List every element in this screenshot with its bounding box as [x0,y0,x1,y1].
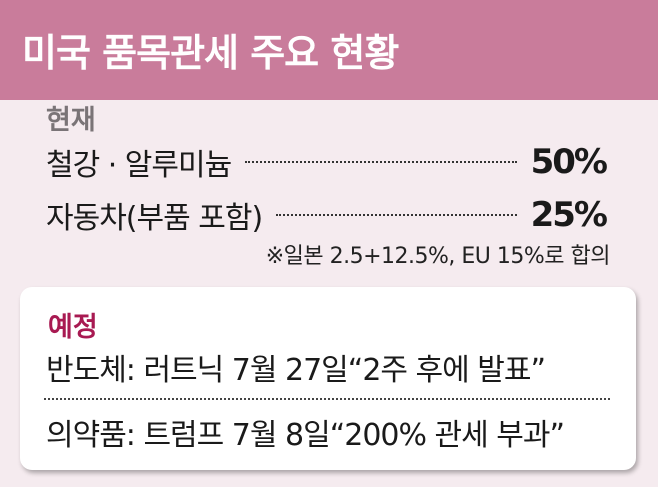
tariff-label: 철강 · 알루미늄 [46,148,232,183]
header-banner: 미국 품목관세 주요 현황 [0,0,658,100]
page-title: 미국 품목관세 주요 현황 [22,31,399,75]
planned-item-semiconductor: 반도체: 러트닉 7월 27일“2주 후에 발표” [46,353,546,388]
planned-box: 예정 반도체: 러트닉 7월 27일“2주 후에 발표” 의약품: 트럼프 7월… [20,287,636,470]
dotted-divider [44,398,610,400]
tariff-label: 자동차(부품 포함) [46,201,263,236]
tariff-value: 50% [530,142,608,182]
dotted-leader [245,161,517,163]
tariff-row-auto: 자동차(부품 포함) 25% [46,193,608,237]
current-heading: 현재 [46,105,96,136]
planned-item-pharma: 의약품: 트럼프 7월 8일“200% 관세 부과” [46,418,565,453]
dotted-leader [276,214,517,216]
tariff-value: 25% [530,195,608,235]
tariff-row-steel: 철강 · 알루미늄 50% [46,140,608,184]
planned-heading: 예정 [48,312,98,343]
footnote: ※일본 2.5+12.5%, EU 15%로 합의 [265,244,611,269]
